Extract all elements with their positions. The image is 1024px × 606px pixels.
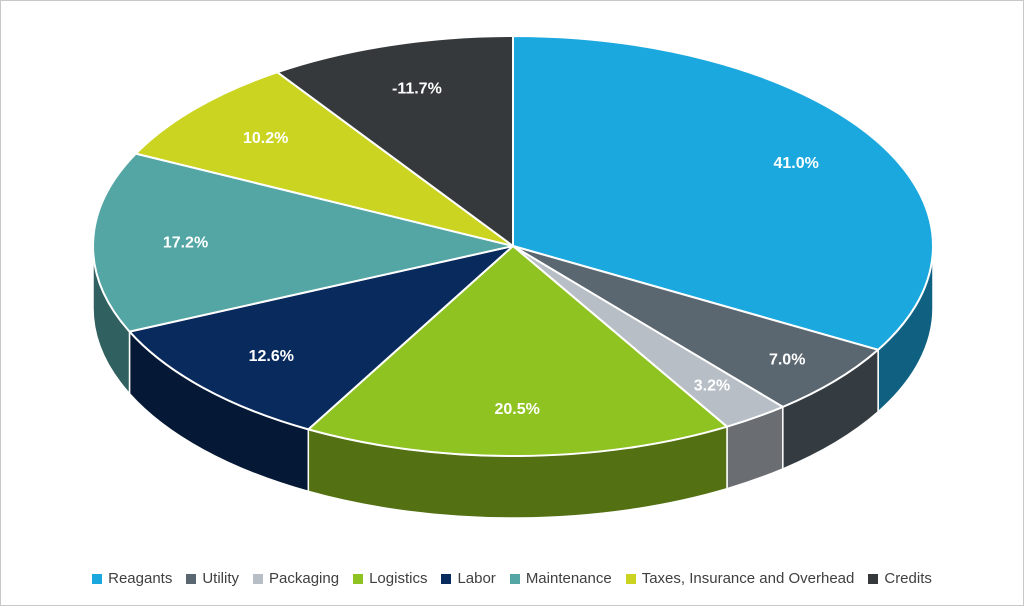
legend-item-maintenance: Maintenance [509,570,612,587]
pie-label-maintenance: 17.2% [163,234,208,251]
legend-swatch [625,573,636,584]
pie-chart: 41.0% 7.0% 3.2% 20.5% 12.6% 17.2% 10.2% -11.7% [92,35,934,519]
legend-label: Logistics [369,570,428,587]
pie-label-packaging: 3.2% [694,378,730,395]
legend-item-packaging: Packaging [253,570,339,587]
pie-label-taxes-insurance-and-overhead: 10.2% [243,130,288,147]
legend-swatch [868,573,879,584]
legend-item-labor: Labor [441,570,496,587]
legend-item-reagants: Reagants [92,570,172,587]
pie-label-labor: 12.6% [249,348,294,365]
legend-item-credits: Credits [868,570,932,587]
pie-slice-reagants [512,35,934,351]
legend-swatch [253,573,264,584]
pie-label-utility: 7.0% [769,352,805,369]
legend-label: Packaging [269,570,340,587]
pie-slice-labor [128,245,514,431]
legend-label: Reagants [108,570,173,587]
legend-swatch [353,573,364,584]
legend-item-taxes-insurance-and-overhead: Taxes, Insurance and Overhead [625,570,855,587]
pie-slice-taxes-insurance-and-overhead [134,71,514,247]
pie-slice-logistics [307,245,728,458]
pie-slice-utility [512,245,880,408]
pie-slice-maintenance [92,152,514,333]
legend: Reagants Utility Packaging Logistics Labor Ma… [1,570,1023,587]
legend-label: Credits [884,570,932,587]
legend-label: Taxes, Insurance and Overhead [641,570,855,587]
legend-label: Utility [202,570,240,587]
pie-label-reagants: 41.0% [774,155,819,172]
pie-slice-credits [276,35,514,247]
legend-swatch [441,573,452,584]
legend-item-logistics: Logistics [353,570,427,587]
legend-label: Labor [457,570,496,587]
legend-label: Maintenance [525,570,612,587]
pie-label-credits: -11.7% [392,81,442,98]
legend-item-utility: Utility [186,570,239,587]
legend-swatch [509,573,520,584]
legend-swatch [92,573,103,584]
legend-swatch [186,573,197,584]
pie-label-logistics: 20.5% [495,401,540,418]
